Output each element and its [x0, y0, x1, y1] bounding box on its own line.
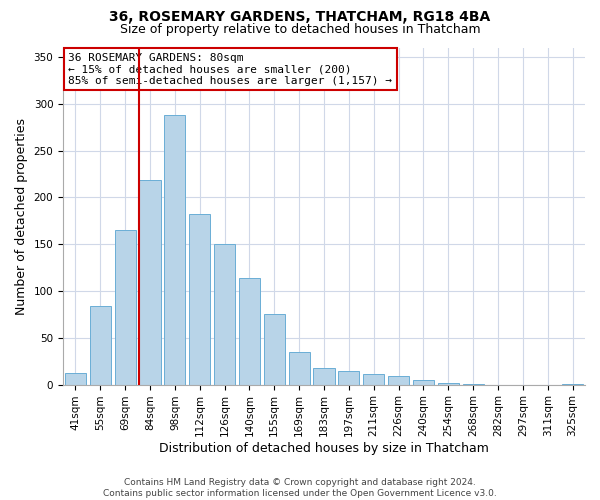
- Bar: [90, 306, 111, 384]
- Bar: [189, 214, 210, 384]
- Bar: [438, 382, 459, 384]
- Bar: [139, 180, 161, 384]
- Bar: [65, 374, 86, 384]
- Text: Contains HM Land Registry data © Crown copyright and database right 2024.
Contai: Contains HM Land Registry data © Crown c…: [103, 478, 497, 498]
- Bar: [239, 278, 260, 384]
- Bar: [363, 374, 384, 384]
- Text: Size of property relative to detached houses in Thatcham: Size of property relative to detached ho…: [119, 22, 481, 36]
- Text: 36, ROSEMARY GARDENS, THATCHAM, RG18 4BA: 36, ROSEMARY GARDENS, THATCHAM, RG18 4BA: [109, 10, 491, 24]
- Text: 36 ROSEMARY GARDENS: 80sqm
← 15% of detached houses are smaller (200)
85% of sem: 36 ROSEMARY GARDENS: 80sqm ← 15% of deta…: [68, 52, 392, 86]
- Bar: [338, 372, 359, 384]
- Bar: [115, 230, 136, 384]
- Bar: [214, 244, 235, 384]
- Bar: [264, 314, 285, 384]
- Bar: [313, 368, 335, 384]
- X-axis label: Distribution of detached houses by size in Thatcham: Distribution of detached houses by size …: [159, 442, 489, 455]
- Bar: [289, 352, 310, 384]
- Bar: [413, 380, 434, 384]
- Y-axis label: Number of detached properties: Number of detached properties: [15, 118, 28, 314]
- Bar: [388, 376, 409, 384]
- Bar: [164, 115, 185, 384]
